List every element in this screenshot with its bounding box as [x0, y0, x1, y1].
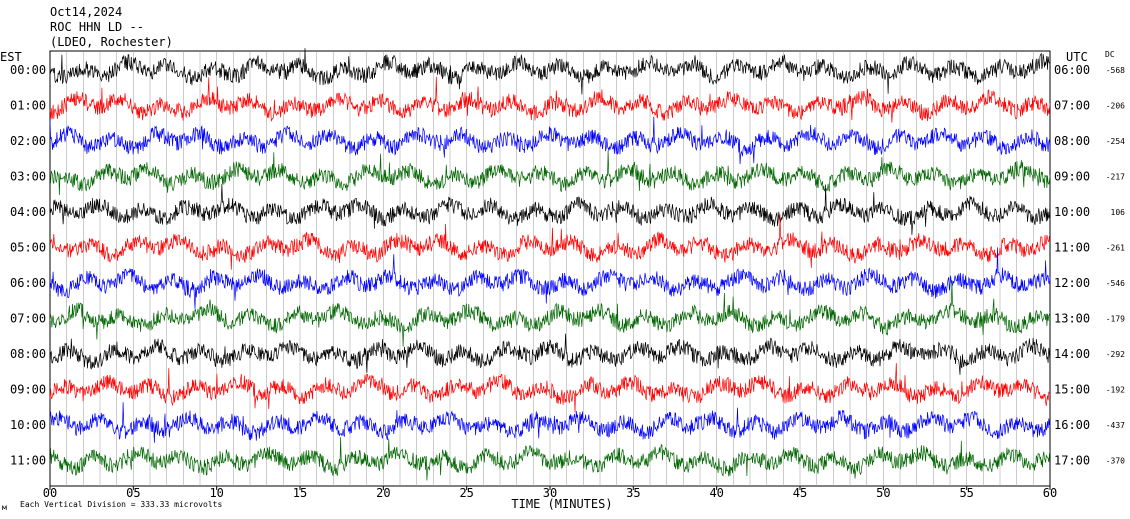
x-tick-label: 10	[209, 486, 223, 500]
minute-grid	[66, 51, 1034, 486]
est-hour-label: 05:00	[10, 241, 46, 255]
x-tick-label: 05	[126, 486, 140, 500]
utc-hour-label: 15:00	[1054, 383, 1090, 397]
dc-value: -192	[1106, 386, 1125, 395]
x-axis-ticks: 00 05 10 15 20 25 30 35 40 45 50 55 60	[43, 486, 1057, 500]
est-hour-label: 09:00	[10, 383, 46, 397]
chart-station: ROC HHN LD --	[50, 20, 144, 34]
dc-value: -292	[1106, 350, 1125, 359]
x-tick-label: 15	[293, 486, 307, 500]
utc-axis-label: UTC	[1066, 50, 1088, 64]
dc-value: -546	[1106, 279, 1125, 288]
trace-line	[49, 76, 1051, 123]
trace-line	[49, 333, 1051, 375]
trace-line	[49, 150, 1051, 196]
dc-value: -254	[1106, 137, 1125, 146]
utc-hour-label: 09:00	[1054, 170, 1090, 184]
est-hour-label: 03:00	[10, 170, 46, 184]
est-hour-label: 01:00	[10, 99, 46, 113]
chart-date: Oct14,2024	[50, 5, 122, 19]
seismic-traces	[49, 48, 1051, 481]
x-tick-label: 00	[43, 486, 57, 500]
scale-note: Each Vertical Division = 333.33 microvol…	[20, 500, 222, 509]
x-tick-label: 20	[376, 486, 390, 500]
utc-hour-label: 11:00	[1054, 241, 1090, 255]
utc-hour-label: 08:00	[1054, 134, 1090, 148]
x-tick-label: 55	[959, 486, 973, 500]
est-hour-label: 00:00	[10, 63, 46, 77]
est-axis-label: EST	[0, 50, 22, 64]
trace-line	[49, 280, 1051, 347]
dc-value: -568	[1106, 66, 1125, 75]
x-tick-label: 50	[876, 486, 890, 500]
est-hour-label: 10:00	[10, 418, 46, 432]
dc-value: -261	[1106, 244, 1125, 253]
utc-hour-label: 17:00	[1054, 454, 1090, 468]
x-tick-label: 30	[543, 486, 557, 500]
dc-value: -217	[1106, 173, 1125, 182]
utc-hour-label: 07:00	[1054, 99, 1090, 113]
trace-line	[49, 247, 1051, 309]
dc-label: DC	[1105, 50, 1115, 59]
x-tick-label: 25	[459, 486, 473, 500]
x-tick-label: 40	[709, 486, 723, 500]
est-hour-label: 06:00	[10, 276, 46, 290]
trace-line	[49, 402, 1051, 443]
dc-value: -437	[1106, 421, 1125, 430]
trace-line	[49, 214, 1051, 270]
chart-network: (LDEO, Rochester)	[50, 35, 173, 49]
est-hour-label: 07:00	[10, 312, 46, 326]
x-tick-label: 35	[626, 486, 640, 500]
dc-value: -206	[1106, 102, 1125, 111]
utc-hour-label: 16:00	[1054, 418, 1090, 432]
utc-hour-label: 14:00	[1054, 347, 1090, 361]
est-hour-label: 08:00	[10, 347, 46, 361]
dc-value: -370	[1106, 457, 1125, 466]
x-tick-label: 45	[793, 486, 807, 500]
trace-line	[49, 183, 1051, 235]
utc-hour-label: 12:00	[1054, 276, 1090, 290]
row-labels: 00:00 06:00 -568 01:00 07:00 -206 02:00 08:00 -2…	[10, 63, 1125, 468]
est-hour-label: 11:00	[10, 454, 46, 468]
utc-hour-label: 06:00	[1054, 63, 1090, 77]
dc-value: -179	[1106, 315, 1125, 324]
trace-line	[49, 363, 1051, 413]
x-axis-title: TIME (MINUTES)	[511, 497, 612, 511]
dc-value: 106	[1111, 208, 1126, 217]
x-tick-label: 60	[1043, 486, 1057, 500]
est-hour-label: 04:00	[10, 205, 46, 219]
trace-line	[49, 116, 1051, 165]
corner-mark: м	[2, 503, 7, 512]
est-hour-label: 02:00	[10, 134, 46, 148]
trace-line	[49, 437, 1051, 481]
utc-hour-label: 13:00	[1054, 312, 1090, 326]
utc-hour-label: 10:00	[1054, 205, 1090, 219]
trace-line	[49, 48, 1051, 95]
